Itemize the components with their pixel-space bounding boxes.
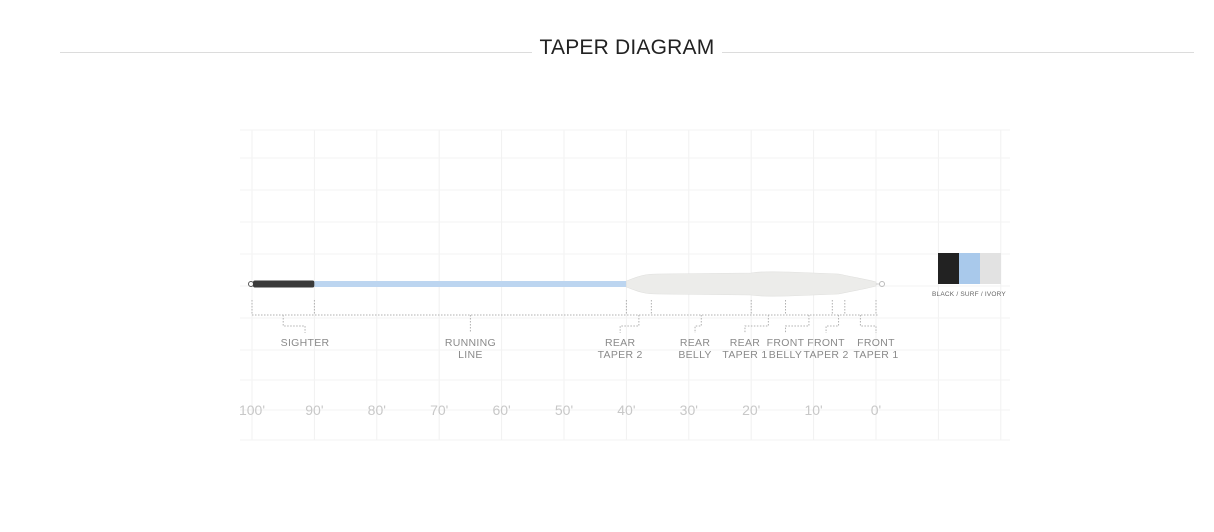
- section-label-line: FRONT: [857, 337, 895, 349]
- section-label-line: TAPER 2: [598, 349, 643, 361]
- section-label: REAR TAPER 2: [598, 337, 643, 361]
- swatch-black: [938, 253, 959, 284]
- section-label: RUNNING LINE: [445, 337, 496, 361]
- section-label-line: BELLY: [678, 349, 711, 361]
- section-label: FRONT TAPER 2: [804, 337, 849, 361]
- loop-front: [879, 281, 885, 287]
- label-leader: [282, 315, 306, 333]
- sighter-segment: [253, 280, 315, 288]
- running-line-segment: [314, 281, 627, 287]
- section-label-line: TAPER 2: [804, 349, 849, 361]
- section-label-line: FRONT: [807, 337, 845, 349]
- section-label-line: BELLY: [769, 349, 802, 361]
- swatch-surf: [959, 253, 980, 284]
- section-label-line: FRONT: [767, 337, 805, 349]
- axis-tick-label: 30': [680, 402, 698, 418]
- axis-tick-label: 50': [555, 402, 573, 418]
- axis-tick-label: 0': [871, 402, 881, 418]
- title-rule-right: [722, 52, 1194, 53]
- section-label-line: REAR: [730, 337, 760, 349]
- title-rule-left: [60, 52, 532, 53]
- section-label: REAR TAPER 1: [722, 337, 767, 361]
- section-label-line: REAR: [680, 337, 710, 349]
- section-label-line: TAPER 1: [722, 349, 767, 361]
- color-swatches: BLACK / SURF / IVORY: [932, 253, 1006, 298]
- head-segment: [626, 271, 877, 297]
- title-row: TAPER DIAGRAM: [0, 36, 1214, 66]
- section-label-line: REAR: [605, 337, 635, 349]
- axis-tick-label: 20': [742, 402, 760, 418]
- section-label-line: LINE: [458, 349, 483, 361]
- axis-tick-label: 80': [368, 402, 386, 418]
- swatch-ivory: [980, 253, 1001, 284]
- axis-tick-label: 60': [492, 402, 510, 418]
- axis-tick-label: 70': [430, 402, 448, 418]
- section-brackets: [251, 300, 878, 333]
- length-axis: 100' 90' 80' 70' 60' 50' 40' 30' 20' 10' 0': [239, 402, 881, 418]
- page-title: TAPER DIAGRAM: [539, 36, 715, 59]
- axis-tick-label: 10': [804, 402, 822, 418]
- axis-tick-label: 90': [305, 402, 323, 418]
- section-label-line: TAPER 1: [853, 349, 898, 361]
- section-label-line: RUNNING: [445, 337, 496, 349]
- label-leader: [859, 315, 877, 333]
- section-label: FRONT TAPER 1: [853, 337, 898, 361]
- axis-tick-label: 40': [617, 402, 635, 418]
- section-label: FRONT BELLY: [767, 337, 805, 361]
- fly-line-graphic: [248, 271, 885, 297]
- section-label-line: SIGHTER: [281, 337, 330, 349]
- color-caption: BLACK / SURF / IVORY: [932, 291, 1006, 298]
- background-grid: [240, 129, 1010, 441]
- section-label: SIGHTER: [281, 337, 330, 349]
- section-label: REAR BELLY: [678, 337, 711, 361]
- axis-tick-label: 100': [239, 402, 265, 418]
- label-leader: [619, 315, 640, 333]
